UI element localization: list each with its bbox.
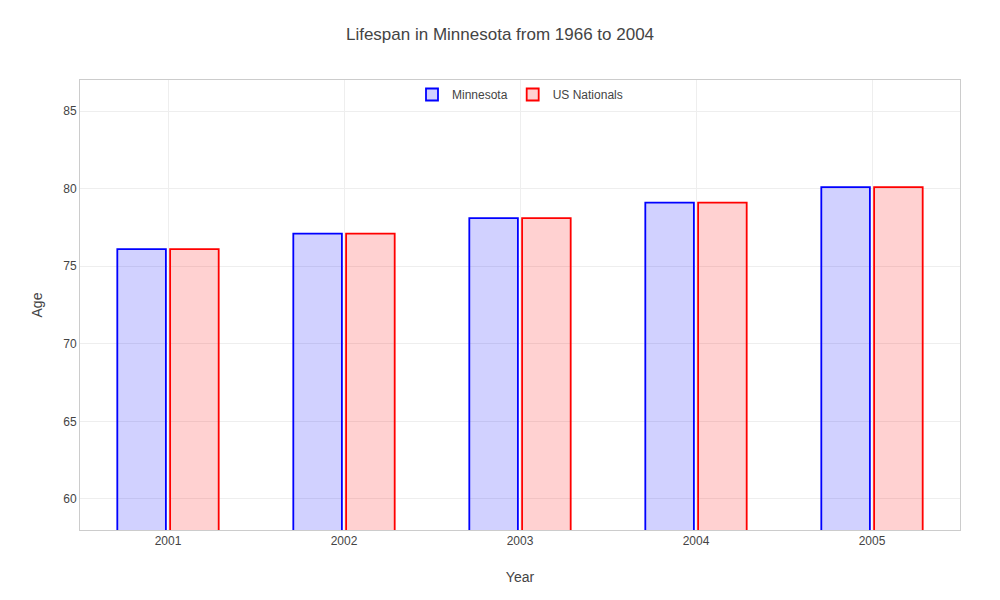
svg-text:60: 60 xyxy=(63,492,77,506)
svg-text:Minnesota: Minnesota xyxy=(452,88,508,102)
svg-text:85: 85 xyxy=(63,104,77,118)
svg-text:75: 75 xyxy=(63,259,77,273)
svg-text:70: 70 xyxy=(63,337,77,351)
svg-text:US Nationals: US Nationals xyxy=(553,88,623,102)
svg-text:2003: 2003 xyxy=(507,534,534,548)
svg-text:Age: Age xyxy=(29,292,45,317)
svg-text:2005: 2005 xyxy=(859,534,886,548)
svg-text:2004: 2004 xyxy=(683,534,710,548)
svg-text:65: 65 xyxy=(63,415,77,429)
svg-text:Year: Year xyxy=(506,569,535,585)
svg-text:2002: 2002 xyxy=(331,534,358,548)
svg-text:2001: 2001 xyxy=(155,534,182,548)
svg-text:Lifespan in Minnesota from 196: Lifespan in Minnesota from 1966 to 2004 xyxy=(346,25,654,44)
svg-text:80: 80 xyxy=(63,182,77,196)
